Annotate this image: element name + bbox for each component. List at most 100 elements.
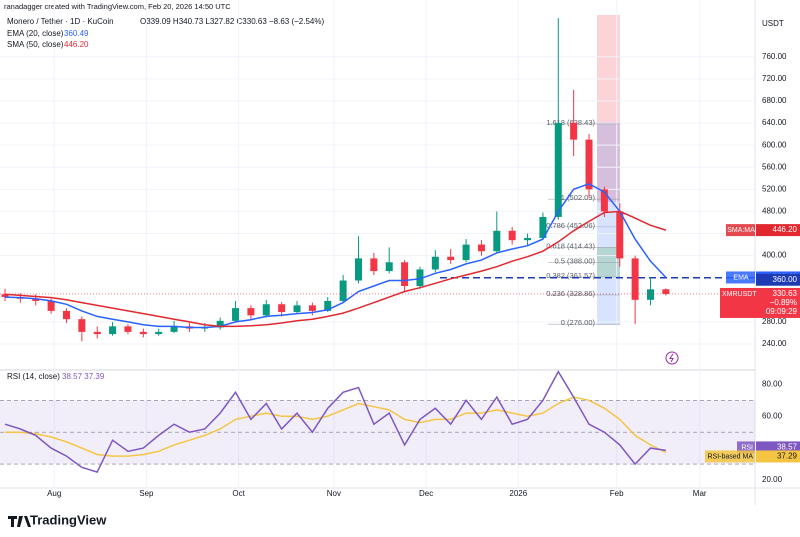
y-tick-label: 760.00: [762, 52, 787, 61]
rsi-tag-name-bg: [737, 441, 755, 454]
x-tick-label: Mar: [693, 489, 707, 498]
candle-body: [401, 262, 409, 287]
legend-name: SMA (50, close): [7, 40, 64, 49]
candle-body: [170, 326, 178, 332]
rsi-tag-value: 37.29: [777, 452, 798, 461]
fib-label: 0.382 (361.57): [546, 271, 595, 280]
candle-body: [139, 331, 147, 335]
y-tick-label: 640.00: [762, 118, 787, 127]
credit: ranadagger created with TradingView.com,…: [4, 2, 231, 11]
candle-body: [447, 256, 455, 261]
last-tag-name: XMRUSDT: [722, 291, 757, 298]
candle-body: [124, 326, 132, 332]
last-tag-value: 330.63: [773, 289, 798, 298]
legend-value: 360.49: [64, 29, 89, 38]
candle-body: [232, 308, 240, 321]
series-line: [5, 396, 667, 457]
fib-label: 1 (502.09): [561, 193, 596, 202]
candle-body: [631, 258, 639, 300]
candle-body: [524, 237, 532, 241]
candle-body: [32, 298, 40, 301]
rsi-tag-value: 38.57: [777, 443, 798, 452]
ma-tag-value: 446.20: [773, 225, 798, 234]
y-tick-label: 480.00: [762, 207, 787, 216]
rsi-title: RSI (14, close): [7, 372, 60, 381]
alert-icon[interactable]: [665, 351, 679, 365]
x-tick-label: Feb: [610, 489, 624, 498]
alert-bolt[interactable]: [669, 353, 674, 363]
candle-body: [477, 244, 485, 252]
position-target-zone: [597, 122, 620, 325]
legend-value: 446.20: [64, 40, 89, 49]
candle-body: [585, 139, 593, 190]
y-tick-label: 280.00: [762, 317, 787, 326]
logo-mark: [8, 516, 31, 527]
last-tag-change: −0.89%: [770, 298, 797, 307]
rsi-tag-value-bg: [756, 441, 800, 454]
legend-name: EMA (20, close): [7, 29, 64, 38]
rsi-title-values: 38.57 37.39: [62, 372, 105, 381]
series-line: [4, 182, 667, 329]
rsi-tag-value-bg: [756, 450, 800, 463]
candle-body: [47, 300, 55, 311]
y-tick-label: 560.00: [762, 162, 787, 171]
y-tick-label: 600.00: [762, 140, 787, 149]
last-tag-bg: [720, 287, 800, 318]
symbol: Monero / Tether · 1D · KuCoin: [7, 17, 114, 26]
rsi-tag-name: RSI-based MA: [707, 453, 753, 460]
x-tick-label: Aug: [47, 489, 61, 498]
rsi-tag-name-bg: [705, 450, 755, 463]
ma-tag-name-bg: [726, 271, 755, 284]
ma-tag-name-bg: [726, 224, 755, 237]
ma-tag-name: EMA: [733, 274, 749, 281]
series-line: [4, 370, 667, 474]
rsi-band: [0, 400, 755, 465]
fib-label: 0.786 (452.06): [546, 221, 595, 230]
x-tick-label: Nov: [327, 489, 341, 498]
candle-body: [616, 211, 624, 259]
ohlc: O339.09 H340.73 L327.82 C330.63 −8.63 (−…: [140, 17, 324, 26]
candle-body: [493, 230, 501, 252]
candle-body: [262, 304, 270, 316]
x-tick-label: Dec: [419, 489, 433, 498]
candle-body: [539, 216, 547, 238]
y-tick-label: 680.00: [762, 96, 787, 105]
candle-body: [324, 300, 332, 311]
x-tick-label: 2026: [509, 489, 527, 498]
support-tag-bg: [756, 273, 800, 286]
y-tick-label: 400.00: [762, 251, 787, 260]
candle-body: [462, 244, 470, 261]
candle-body: [247, 308, 255, 316]
candle-body: [78, 319, 86, 332]
candle-body: [508, 230, 516, 241]
x-tick-label: Sep: [139, 489, 154, 498]
alert-circle[interactable]: [665, 351, 679, 365]
candle-body: [385, 262, 393, 272]
fib-label: 0.236 (328.86): [546, 289, 595, 298]
y-tick-label: 520.00: [762, 184, 787, 193]
candle-body: [155, 331, 163, 335]
fib-label: 0 (276.00): [561, 318, 596, 327]
candle-body: [416, 269, 424, 287]
candle-body: [662, 289, 670, 294]
candle-body: [278, 304, 286, 312]
candle-body: [62, 310, 70, 320]
support-tag: 360.00: [773, 275, 798, 284]
ma-tag-name: SMA:MA: [727, 227, 755, 234]
y-tick-label: 80.00: [762, 379, 783, 388]
y-tick-label: 240.00: [762, 339, 787, 348]
candle-body: [554, 123, 562, 217]
fib-label: 0.618 (414.43): [546, 242, 595, 251]
y-tick-label: 20.00: [762, 475, 783, 484]
candle-body: [570, 123, 578, 140]
candle-body: [646, 289, 654, 300]
candle-body: [293, 305, 301, 312]
candle-body: [354, 258, 362, 281]
series-line: [4, 210, 667, 328]
candle-body: [93, 331, 101, 335]
candle-body: [1, 294, 9, 298]
candle-body: [339, 280, 347, 301]
